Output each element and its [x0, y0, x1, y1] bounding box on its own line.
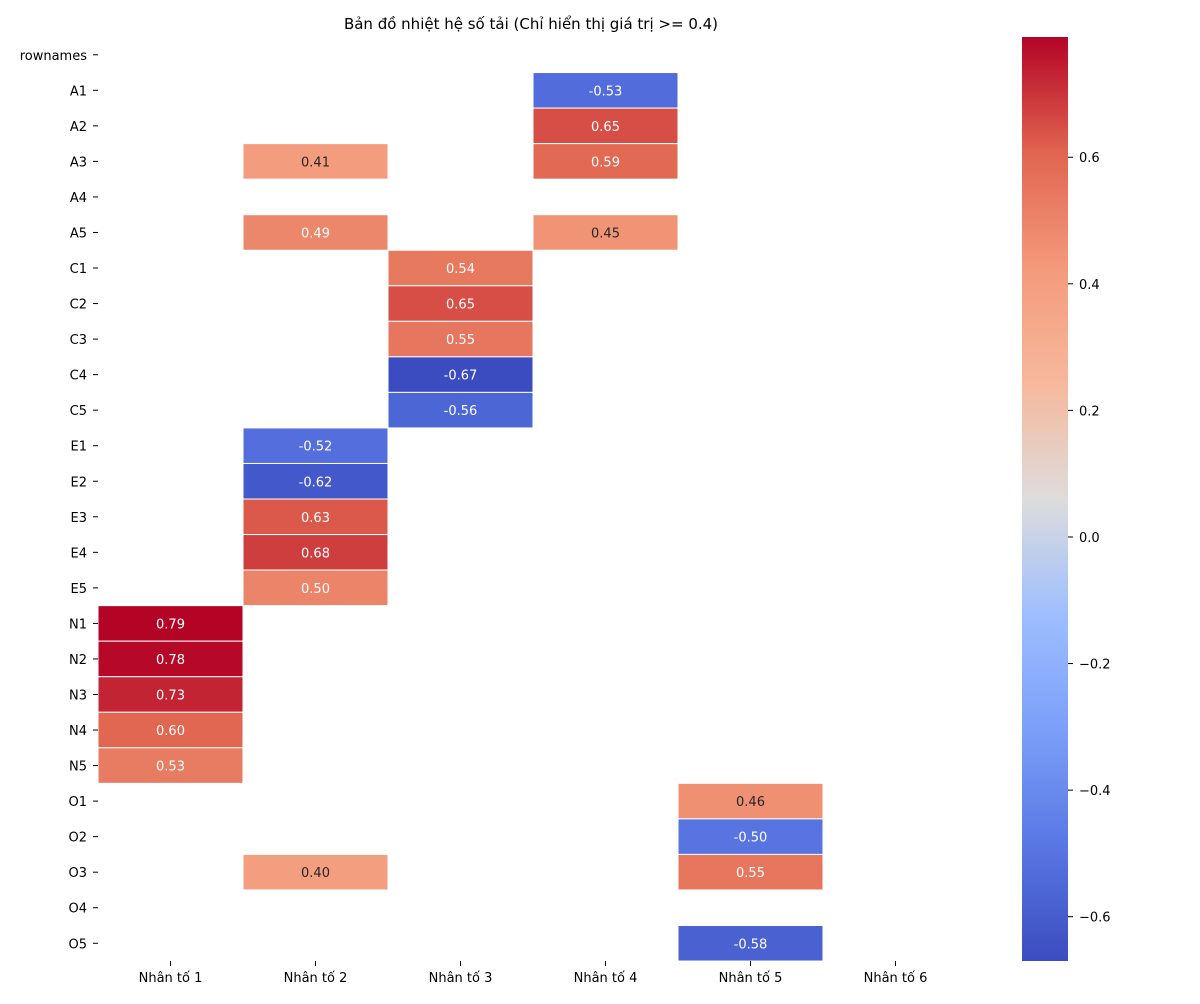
heatmap-cell — [387, 356, 534, 393]
colorbar-tick-label: −0.4 — [1079, 784, 1111, 799]
heatmap-cell — [97, 711, 244, 749]
colorbar-ticks: 0.6 0.4 0.2 0.0 −0.2 −0.4 −0.6 — [1068, 151, 1111, 926]
cell-value-label: 0.40 — [301, 866, 330, 881]
cell-value-label: 0.63 — [301, 511, 330, 526]
cell-value-label: 0.53 — [156, 760, 185, 775]
row-label: N5 — [69, 760, 87, 775]
cell-value-label: 0.59 — [591, 155, 620, 170]
cell-value-label: -0.52 — [299, 440, 333, 455]
colorbar-tick-label: 0.6 — [1079, 151, 1100, 166]
heatmap-cell — [387, 285, 534, 322]
cell-value-label: -0.67 — [444, 369, 478, 384]
row-label: E5 — [71, 582, 88, 597]
cell-value-label: 0.78 — [156, 653, 185, 668]
heatmap-cell — [677, 853, 824, 891]
row-label: E4 — [71, 546, 88, 561]
cell-value-label: 0.54 — [446, 262, 475, 277]
row-label: O2 — [68, 831, 87, 846]
colorbar — [1022, 37, 1068, 961]
cell-value-label: 0.49 — [301, 226, 330, 241]
colorbar-gradient — [1022, 37, 1068, 961]
cell-value-label: -0.58 — [734, 937, 768, 952]
heatmap-cell — [677, 925, 824, 962]
heatmap-cell — [532, 143, 679, 180]
colorbar-tick-label: 0.0 — [1079, 531, 1100, 546]
heatmap-cell — [532, 107, 679, 145]
row-label: C2 — [70, 298, 87, 313]
chart-title: Bản đồ nhiệt hệ số tải (Chỉ hiển thị giá… — [344, 15, 718, 33]
column-labels: Nhân tố 1 Nhân tố 2 Nhân tố 3 Nhân tố 4 Nhân… — [139, 961, 928, 986]
heatmap-cell — [677, 818, 824, 855]
cell-value-label: 0.79 — [156, 617, 185, 632]
column-label: Nhân tố 1 — [139, 971, 203, 986]
row-label: O5 — [68, 937, 87, 952]
cell-value-label: 0.41 — [301, 155, 330, 170]
column-label: Nhân tố 4 — [574, 971, 638, 986]
heatmap-cell — [242, 569, 389, 607]
row-label: E3 — [71, 511, 88, 526]
cell-value-label: 0.73 — [156, 688, 185, 703]
heatmap-cell — [97, 747, 244, 784]
heatmap-cell — [387, 391, 534, 429]
heatmap-cell — [242, 498, 389, 536]
cell-value-label: -0.56 — [444, 404, 478, 419]
heatmap-cell — [242, 214, 389, 251]
cell-value-label: -0.62 — [299, 475, 333, 490]
row-label: E2 — [71, 475, 88, 490]
heatmap-cell — [242, 853, 389, 891]
heatmap-cells: -0.53 0.65 0.41 0.59 0.49 0.45 0.54 0.65 0.55 -0.… — [97, 72, 824, 962]
cell-value-label: 0.46 — [736, 795, 765, 810]
row-label: C4 — [70, 369, 87, 384]
heatmap-cell — [242, 427, 389, 464]
row-label: A3 — [70, 155, 87, 170]
row-label: E1 — [71, 440, 88, 455]
row-label: A4 — [70, 191, 87, 206]
cell-value-label: 0.65 — [446, 298, 475, 313]
cell-value-label: 0.50 — [301, 582, 330, 597]
row-label: O3 — [68, 866, 87, 881]
column-label: Nhân tố 3 — [429, 971, 493, 986]
row-label: A2 — [70, 120, 87, 135]
heatmap-cell — [242, 143, 389, 180]
row-label: O1 — [68, 795, 87, 810]
row-label: A5 — [70, 226, 87, 241]
row-label: O4 — [68, 902, 87, 917]
row-label: C5 — [70, 404, 87, 419]
column-label: Nhân tố 5 — [719, 971, 783, 986]
cell-value-label: 0.45 — [591, 226, 620, 241]
row-label: rownames — [20, 49, 88, 64]
cell-value-label: 0.68 — [301, 546, 330, 561]
row-label: C1 — [70, 262, 87, 277]
cell-value-label: 0.55 — [446, 333, 475, 348]
heatmap-cell — [677, 782, 824, 820]
colorbar-tick-label: 0.4 — [1079, 278, 1100, 293]
colorbar-tick-label: −0.2 — [1079, 658, 1111, 673]
heatmap-cell — [97, 676, 244, 713]
row-label: N1 — [69, 617, 87, 632]
colorbar-tick-label: −0.6 — [1079, 911, 1111, 926]
heatmap-cell — [532, 72, 679, 109]
row-label: N3 — [69, 688, 87, 703]
cell-value-label: -0.53 — [589, 84, 623, 99]
column-label: Nhân tố 2 — [284, 971, 348, 986]
colorbar-tick-label: 0.2 — [1079, 404, 1100, 419]
row-labels: rownames A1 A2 A3 A4 A5 C1 C2 C3 C4 C5 E1 E2 E3 E4 E5 N1… — [20, 49, 98, 952]
row-label: N2 — [69, 653, 87, 668]
row-label: C3 — [70, 333, 87, 348]
cell-value-label: -0.50 — [734, 831, 768, 846]
cell-value-label: 0.65 — [591, 120, 620, 135]
column-label: Nhân tố 6 — [864, 971, 928, 986]
heatmap-cell — [532, 214, 679, 251]
row-label: N4 — [69, 724, 87, 739]
cell-value-label: 0.55 — [736, 866, 765, 881]
cell-value-label: 0.60 — [156, 724, 185, 739]
row-label: A1 — [70, 84, 87, 99]
